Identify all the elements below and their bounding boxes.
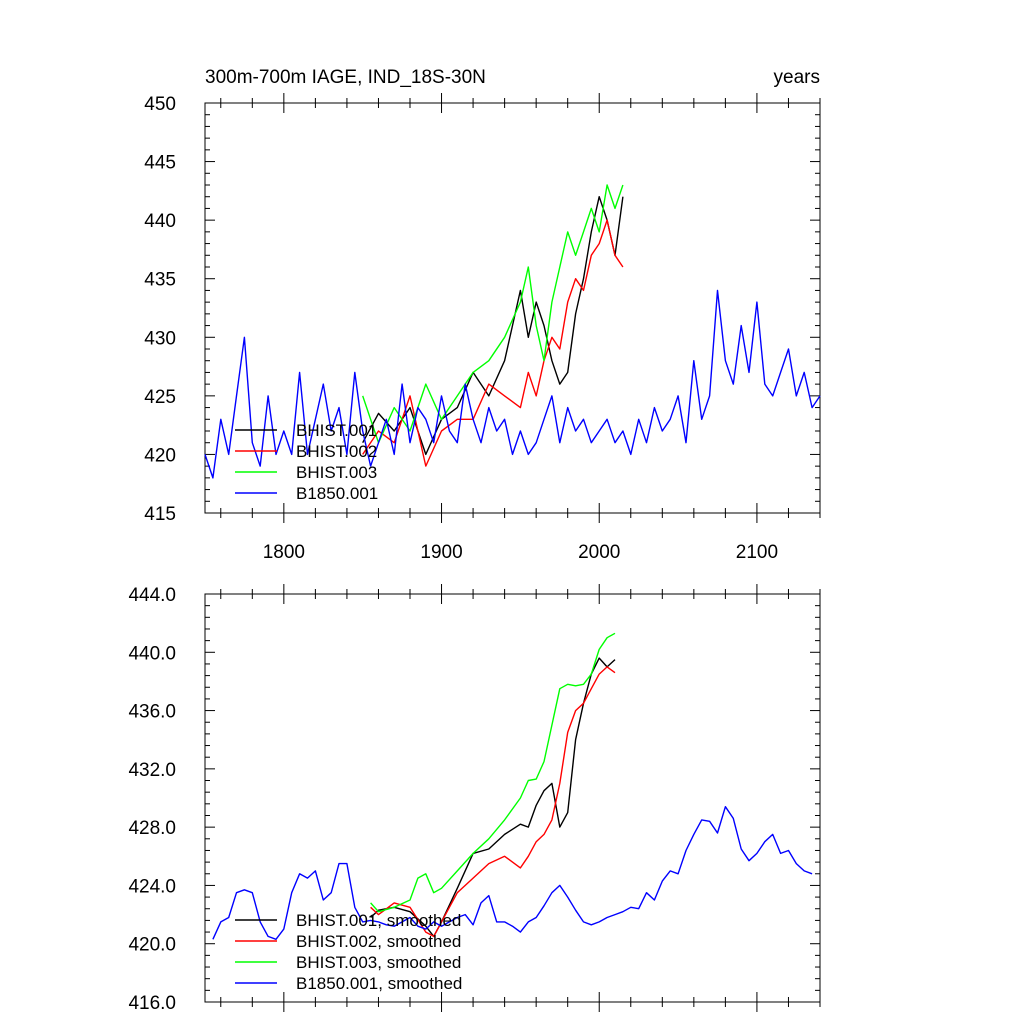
legend-label: BHIST.002 (296, 442, 377, 461)
y-tick-label: 428.0 (128, 818, 176, 839)
series-line-4 (212, 806, 813, 940)
chart-panel-2: 416.0 420.0 424.0 428.0 432.0 436.0 440.0 444.0… (128, 584, 821, 1014)
y-tick-label: 420.0 (128, 935, 176, 956)
chart-panel-1: 300m-700m IAGE, IND_18S-30N years 415 420 42… (144, 67, 821, 563)
x-tick-label: 2100 (736, 542, 778, 563)
legend-label: BHIST.003 (296, 463, 377, 482)
plot-frame (204, 102, 821, 514)
series-line-1 (362, 195, 624, 456)
chart-title: 300m-700m IAGE, IND_18S-30N (205, 67, 486, 88)
y-tick-label: 415 (144, 504, 176, 525)
x-tick-label: 1800 (263, 542, 305, 563)
series-line-1 (370, 657, 616, 938)
legend-label: B1850.001 (296, 484, 378, 503)
y-tick-label: 420 (144, 445, 176, 466)
x-tick-label: 2000 (578, 542, 620, 563)
y-tick-label: 440.0 (128, 643, 176, 664)
series-line-2 (362, 219, 624, 467)
y-tick-label: 440 (144, 211, 176, 232)
y-tick-label: 416.0 (128, 993, 176, 1014)
y-tick-label: 424.0 (128, 876, 176, 897)
y-tick-label: 450 (144, 94, 176, 115)
y-tick-label: 432.0 (128, 760, 176, 781)
legend-label: BHIST.001, smoothed (296, 911, 461, 930)
legend-label: BHIST.001 (296, 421, 377, 440)
legend-label: BHIST.003, smoothed (296, 953, 461, 972)
x-tick-label: 1900 (420, 542, 462, 563)
chart-units-label: years (774, 67, 820, 88)
y-tick-label: 444.0 (128, 585, 176, 606)
legend-label: BHIST.002, smoothed (296, 932, 461, 951)
plot-frame (204, 593, 821, 1003)
y-tick-label: 425 (144, 387, 176, 408)
series-line-2 (370, 666, 616, 938)
series-line-3 (370, 632, 616, 913)
y-tick-label: 430 (144, 328, 176, 349)
y-tick-label: 445 (144, 153, 176, 174)
series-line-3 (362, 184, 624, 444)
series-line-4 (204, 289, 821, 479)
legend-label: B1850.001, smoothed (296, 974, 462, 993)
y-tick-label: 436.0 (128, 702, 176, 723)
y-tick-label: 435 (144, 270, 176, 291)
